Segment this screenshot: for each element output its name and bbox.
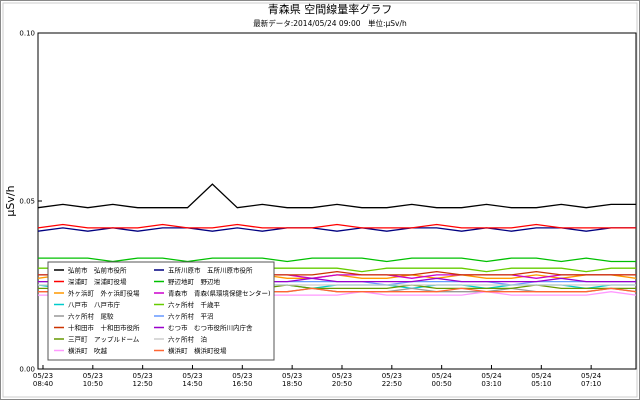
x-tick-label: 05/24 — [432, 372, 453, 380]
series-line — [38, 257, 636, 263]
chart-subtitle: 最新データ:2014/05/24 09:00 単位:μSv/h — [253, 18, 407, 28]
y-tick-label: 0.10 — [19, 30, 35, 38]
legend-label: 弘前市 弘前市役所 — [68, 266, 127, 275]
y-axis-label: μSv/h — [4, 185, 17, 216]
chart-title: 青森県 空間線量率グラフ — [268, 2, 393, 16]
legend-label: 野辺地町 野辺地 — [168, 277, 221, 286]
legend-label: 深浦町 深浦町役場 — [68, 277, 127, 286]
legend-label: 六ヶ所村 泊 — [168, 335, 207, 344]
x-tick-label: 07:10 — [581, 380, 601, 388]
x-tick-label: 20:50 — [332, 380, 352, 388]
y-tick-label: 0.05 — [19, 198, 35, 206]
y-tick-label: 0.00 — [19, 366, 35, 374]
legend-label: 六ヶ所村 千歳平 — [168, 300, 221, 309]
x-tick-label: 05/23 — [133, 372, 153, 380]
x-tick-label: 12:50 — [133, 380, 153, 388]
x-tick-label: 05/23 — [182, 372, 202, 380]
legend-label: 三戸町 アップルドーム — [68, 336, 140, 344]
legend-label: 八戸市 八戸市庁 — [68, 300, 121, 309]
x-tick-label: 16:50 — [232, 380, 252, 388]
legend-label: 青森市 青森(県環境保健センター) — [168, 289, 271, 298]
legend-label: むつ市 むつ市役所川内庁舎 — [168, 323, 253, 332]
legend-label: 横浜町 横浜町役場 — [168, 346, 227, 355]
x-tick-label: 05/23 — [382, 372, 402, 380]
series-line — [37, 227, 636, 232]
x-tick-label: 22:50 — [382, 380, 402, 388]
legend-box — [47, 261, 275, 361]
legend-label: 六ヶ所村 平沼 — [168, 312, 214, 321]
x-tick-label: 05/24 — [531, 372, 552, 380]
series-line — [37, 223, 636, 229]
x-tick-label: 05/23 — [282, 372, 302, 380]
x-tick-label: 05/23 — [33, 372, 53, 380]
x-tick-label: 05/23 — [83, 372, 103, 380]
legend-label: 外ヶ浜町 外ヶ浜町役場 — [68, 289, 140, 298]
x-tick-label: 08:40 — [33, 380, 53, 388]
x-tick-label: 05/24 — [481, 372, 502, 380]
x-tick-label: 05:10 — [531, 380, 551, 388]
x-tick-label: 05/23 — [332, 372, 352, 380]
x-tick-label: 10:50 — [83, 380, 103, 388]
legend-label: 六ヶ所村 尾駮 — [68, 312, 114, 321]
x-tick-label: 14:50 — [182, 380, 202, 388]
legend-label: 五所川原市 五所川原市役所 — [168, 266, 253, 275]
x-tick-label: 00:50 — [432, 380, 452, 388]
x-tick-label: 18:50 — [282, 380, 302, 388]
x-tick-label: 03:10 — [481, 380, 501, 388]
legend-label: 十和田市 十和田市役所 — [68, 323, 140, 332]
series-line — [37, 183, 636, 209]
x-tick-label: 05/24 — [581, 372, 602, 380]
legend-label: 横浜町 吹越 — [68, 346, 108, 355]
x-tick-label: 05/23 — [232, 372, 252, 380]
